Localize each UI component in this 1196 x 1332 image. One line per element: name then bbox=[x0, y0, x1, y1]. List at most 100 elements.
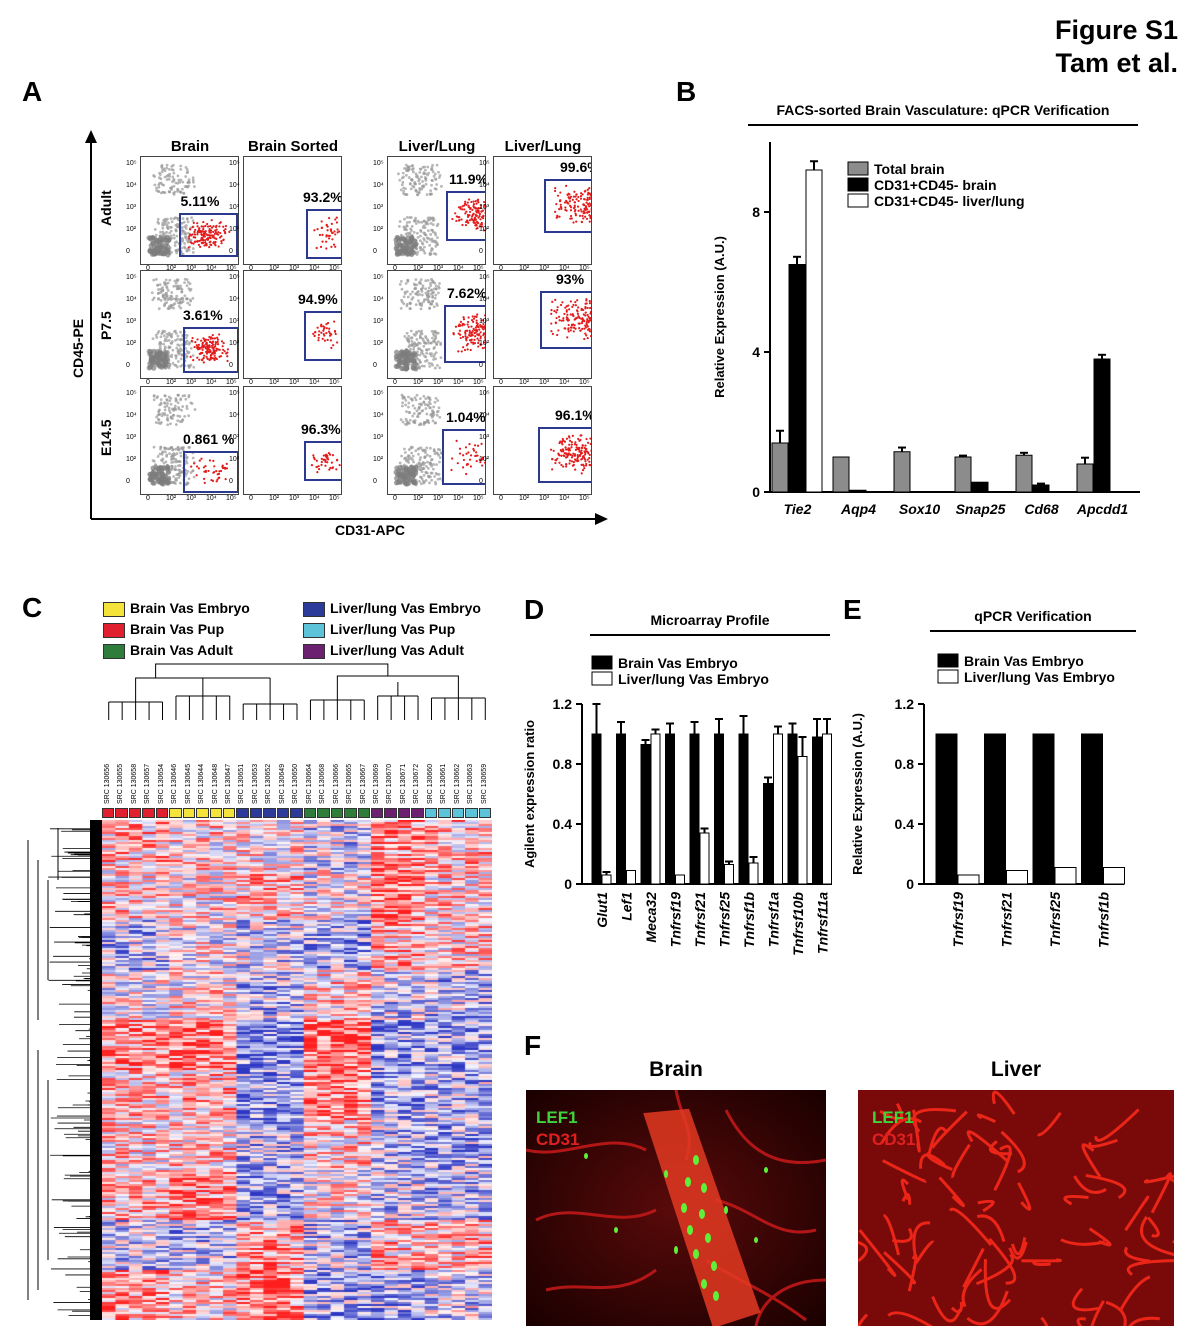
sample-group-swatch bbox=[209, 808, 223, 818]
facs-y-tick: 0 bbox=[373, 248, 377, 255]
sample-group-swatch bbox=[249, 808, 263, 818]
heatmap-legend-item: Liver/lung Vas Pup bbox=[303, 621, 455, 638]
facs-gate bbox=[306, 209, 341, 259]
sample-group-swatch bbox=[357, 808, 370, 818]
facs-x-tick: 10⁵ bbox=[329, 265, 340, 272]
legend-swatch bbox=[847, 193, 869, 208]
facs-x-tick: 10³ bbox=[186, 379, 197, 386]
heatmap-legend-item: Brain Vas Embryo bbox=[103, 600, 250, 617]
sample-id-label: SRC 130662 bbox=[453, 763, 461, 804]
facs-x-tick: 10³ bbox=[289, 265, 300, 272]
sample-id-label: SRC 130658 bbox=[130, 763, 138, 804]
panel-e-header-rule bbox=[930, 630, 1136, 632]
y-tick-label: 0.8 bbox=[895, 756, 915, 772]
facs-x-tick: 10⁴ bbox=[206, 265, 217, 272]
sample-id-label: SRC 130648 bbox=[211, 763, 219, 804]
heatmap-legend-item: Brain Vas Adult bbox=[103, 642, 233, 659]
category-label: Sox10 bbox=[899, 501, 940, 517]
facs-gate-percentage: 94.9% bbox=[298, 291, 338, 307]
legend-label: Brain Vas Embryo bbox=[964, 653, 1084, 669]
facs-gate bbox=[540, 291, 591, 349]
y-tick-label: 4 bbox=[752, 344, 760, 360]
facs-gate-percentage: 7.62% bbox=[447, 285, 486, 301]
facs-y-tick: 0 bbox=[479, 478, 483, 485]
facs-y-tick: 10⁴ bbox=[229, 182, 240, 189]
sample-id-label: SRC 130657 bbox=[144, 763, 152, 804]
liver-vessel bbox=[1147, 1216, 1160, 1238]
facs-y-tick: 10² bbox=[229, 456, 240, 463]
sample-id-label: SRC 130664 bbox=[305, 763, 313, 804]
facs-x-tick: 10³ bbox=[186, 495, 197, 502]
bar bbox=[957, 874, 980, 885]
sample-group-swatch bbox=[196, 808, 209, 818]
facs-x-tick: 10⁵ bbox=[579, 379, 590, 386]
facs-gate bbox=[183, 451, 238, 493]
facs-x-tick: 10² bbox=[166, 379, 177, 386]
facs-x-tick: 10⁵ bbox=[473, 265, 484, 272]
sample-id-label: SRC 130665 bbox=[346, 763, 354, 804]
liver-vessel bbox=[1150, 1172, 1172, 1214]
category-label: Meca32 bbox=[643, 892, 659, 943]
sample-group-swatch bbox=[317, 808, 330, 818]
liver-vessel bbox=[1088, 1138, 1118, 1148]
panel-a-x-axis-label: CD31-APC bbox=[335, 522, 406, 538]
sample-id-label: SRC 130652 bbox=[265, 763, 273, 804]
bar bbox=[771, 442, 789, 493]
liver-vessel bbox=[1081, 1143, 1102, 1178]
facs-x-tick: 10² bbox=[166, 265, 177, 272]
liver-vessel bbox=[1124, 1246, 1150, 1263]
dendrogram-leaf-band bbox=[90, 820, 102, 1320]
liver-vessel bbox=[1008, 1241, 1028, 1260]
panel-b-chart: 0 4 8 Relative Expression (A.U.) Tie2 Aqp4 Sox… bbox=[712, 142, 1140, 517]
panel-c-heatmap bbox=[102, 820, 492, 1320]
sample-group-swatch bbox=[102, 808, 115, 818]
panel-f-liver-cd31-label: CD31 bbox=[872, 1130, 916, 1149]
liver-vessel bbox=[1010, 1237, 1027, 1256]
facs-x-tick: 10⁴ bbox=[453, 379, 464, 386]
bar bbox=[954, 456, 972, 493]
legend-swatch bbox=[103, 601, 125, 617]
y-tick-label: 0 bbox=[564, 876, 572, 892]
facs-gate-percentage: 1.04% bbox=[446, 409, 486, 425]
facs-y-tick: 10⁴ bbox=[373, 412, 384, 419]
facs-gate-percentage: 99.6% bbox=[560, 159, 591, 175]
facs-x-tick: 10³ bbox=[433, 265, 444, 272]
liver-vessel bbox=[880, 1117, 922, 1145]
facs-y-tick: 10³ bbox=[126, 318, 137, 325]
facs-x-tick: 0 bbox=[393, 265, 397, 272]
legend-label: Liver/lung Vas Embryo bbox=[618, 671, 769, 687]
bar bbox=[689, 733, 700, 885]
facs-x-tick: 10³ bbox=[539, 265, 550, 272]
facs-x-tick: 0 bbox=[393, 379, 397, 386]
facs-y-tick: 10² bbox=[229, 226, 240, 233]
sample-group-swatch bbox=[128, 808, 142, 818]
liver-vessel bbox=[912, 1109, 921, 1153]
y-tick-label: 0.4 bbox=[553, 816, 573, 832]
panel-e-header: qPCR Verification bbox=[974, 608, 1092, 624]
bar bbox=[788, 264, 806, 493]
facs-scatter bbox=[146, 163, 231, 258]
sample-group-swatch bbox=[330, 808, 344, 818]
bar bbox=[935, 733, 958, 885]
facs-x-tick: 10² bbox=[269, 495, 280, 502]
liver-vessel bbox=[1128, 1316, 1160, 1326]
facs-scatter bbox=[393, 393, 485, 487]
facs-x-tick: 10⁵ bbox=[226, 379, 237, 386]
liver-vessel bbox=[1017, 1182, 1032, 1211]
legend-swatch bbox=[103, 622, 125, 638]
sample-group-swatch bbox=[384, 808, 397, 818]
y-tick-label: 0 bbox=[906, 876, 914, 892]
liver-vessel bbox=[915, 1240, 935, 1264]
legend-swatch bbox=[303, 643, 325, 659]
facs-y-tick: 10⁵ bbox=[373, 274, 384, 281]
bar bbox=[1054, 867, 1077, 885]
bar bbox=[1015, 454, 1033, 493]
sample-group-swatch bbox=[142, 808, 155, 818]
panel-b-header: FACS-sorted Brain Vasculature: qPCR Veri… bbox=[776, 102, 1110, 118]
liver-vessel bbox=[975, 1253, 1014, 1286]
facs-y-tick: 0 bbox=[373, 478, 377, 485]
liver-vessel bbox=[966, 1290, 1009, 1326]
facs-gate-percentage: 0.861 % bbox=[183, 431, 235, 447]
facs-y-tick: 0 bbox=[229, 478, 233, 485]
category-label: Snap25 bbox=[956, 501, 1006, 517]
